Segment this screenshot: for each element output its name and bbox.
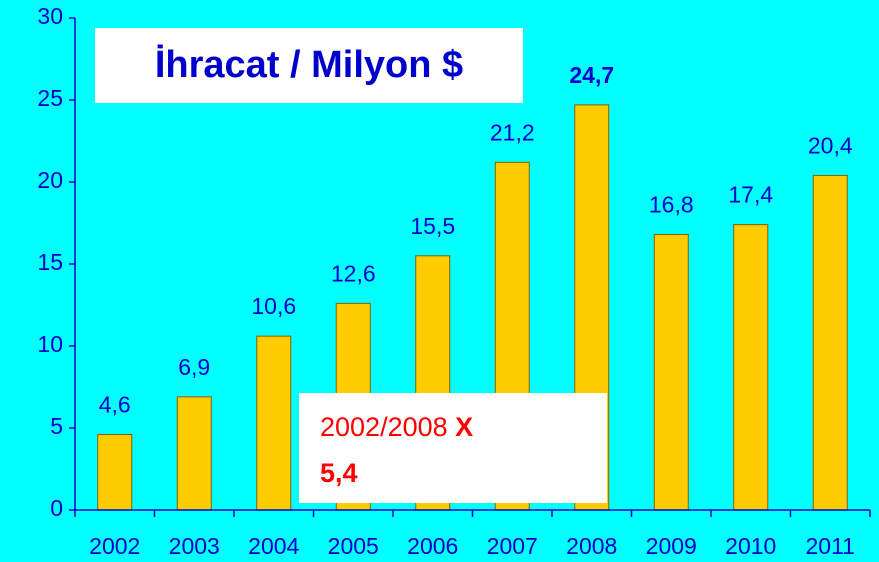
x-tick-label: 2008 <box>566 533 617 559</box>
x-tick-label: 2003 <box>169 533 220 559</box>
y-tick-label: 10 <box>37 331 63 357</box>
y-tick-label: 5 <box>50 413 63 439</box>
annotation-symbol: X <box>455 412 473 442</box>
y-tick-label: 30 <box>37 3 63 29</box>
x-tick-label: 2009 <box>646 533 697 559</box>
x-tick-label: 2004 <box>248 533 299 559</box>
annotation-factor: 5,4 <box>320 458 358 488</box>
x-tick-label: 2011 <box>806 533 855 559</box>
annotation-box <box>299 393 607 503</box>
data-label: 17,4 <box>728 182 773 208</box>
title-box <box>95 28 523 103</box>
y-tick-label: 0 <box>50 495 63 521</box>
bar <box>812 174 848 511</box>
x-tick-label: 2005 <box>328 533 379 559</box>
x-tick-label: 2006 <box>407 533 458 559</box>
data-label: 24,7 <box>569 62 614 88</box>
annotation: 2002/2008 X <box>320 412 473 442</box>
bar <box>176 396 212 511</box>
data-label: 16,8 <box>649 192 694 218</box>
data-label: 12,6 <box>331 260 376 286</box>
x-tick-label: 2010 <box>725 533 776 559</box>
data-label: 21,2 <box>490 119 535 145</box>
data-label: 6,9 <box>178 354 210 380</box>
y-tick-label: 20 <box>37 167 63 193</box>
y-tick-label: 25 <box>37 85 63 111</box>
data-label: 10,6 <box>251 293 296 319</box>
data-label: 4,6 <box>99 392 131 418</box>
x-tick-label: 2007 <box>487 533 538 559</box>
x-tick-label: 2002 <box>89 533 140 559</box>
data-label: 15,5 <box>410 213 455 239</box>
bar <box>97 434 133 511</box>
y-tick-label: 15 <box>37 249 63 275</box>
data-label: 20,4 <box>808 133 853 159</box>
bar <box>733 224 769 511</box>
chart-title: İhracat / Milyon $ <box>155 44 463 86</box>
annotation-text: 2002/2008 <box>320 412 448 442</box>
bar <box>256 335 292 511</box>
bar <box>653 233 689 511</box>
